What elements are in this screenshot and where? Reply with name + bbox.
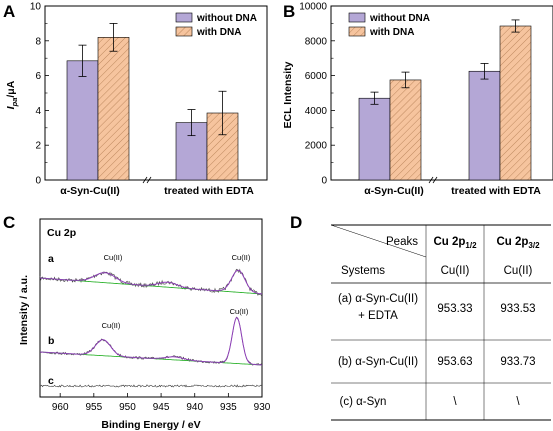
trace-c-raw-trace [39, 384, 263, 388]
table-row-b-value-1: 953.63 [437, 356, 472, 368]
x-tick-label: 960 [52, 402, 69, 413]
panel-b-legend-without: without DNA [369, 13, 430, 24]
table-row-a-value-1: 953.33 [437, 303, 472, 315]
table-col-header-cu2p-half: Cu 2p1/2 [433, 236, 477, 250]
y-tick-label: 0 [321, 176, 327, 187]
panel-a-y-axis-label: Ipa/μA [5, 80, 19, 109]
y-tick-label: 8000 [305, 36, 328, 47]
x-tick-label: 930 [254, 402, 271, 413]
panel-label-d: D [290, 213, 302, 232]
table-row-c-value-1: \ [453, 396, 457, 408]
panel-a-bar-chart: 0 2 4 6 8 10 Ipa/μA α-Syn-Cu(II) treated with… [5, 2, 268, 197]
table-row-a-name-line2: + EDTA [358, 310, 398, 322]
panel-a-legend-swatch-with [175, 26, 193, 37]
table-row-a-name: (a) α-Syn-Cu(II) [338, 293, 418, 305]
panel-label-b: B [283, 2, 295, 21]
y-tick-label: 6000 [305, 71, 328, 82]
x-tick-label: 950 [119, 402, 136, 413]
panel-a-category-label-1: α-Syn-Cu(II) [60, 185, 120, 197]
axis-break-mark [142, 176, 148, 184]
panel-label-c: C [3, 213, 15, 232]
trace-b-fit-curve [40, 317, 263, 366]
panel-b-legend-with: with DNA [369, 27, 414, 38]
table-row-c-name: (c) α-Syn [340, 396, 387, 408]
panel-a-category-label-2: treated with EDTA [164, 185, 254, 197]
trace-label-c: c [48, 375, 54, 387]
panel-b-bar-chart: 0 2000 4000 6000 8000 10000 ECL Intensity α-S… [282, 2, 553, 197]
y-tick-label: 0 [35, 176, 41, 187]
bar-with-dna [97, 37, 130, 181]
table-diagonal-rule [330, 224, 427, 258]
panel-b-legend-swatch-without [348, 12, 366, 23]
table-col-header-cu2p-three-half: Cu 2p3/2 [496, 236, 540, 250]
y-tick-label: 2000 [305, 141, 328, 152]
peak-label-b-2: Cu(II) [230, 307, 249, 316]
x-tick-label: 955 [85, 402, 102, 413]
trace-label-b: b [48, 335, 54, 347]
panel-a-legend-without: without DNA [196, 13, 257, 24]
table-header-systems: Systems [341, 265, 385, 277]
panel-c-y-axis-label: Intensity / a.u. [18, 275, 30, 345]
table-row-c-value-2: \ [516, 396, 520, 408]
trace-label-a: a [48, 253, 54, 265]
peak-label-a-2: Cu(II) [232, 253, 251, 262]
y-tick-label: 10 [30, 2, 42, 13]
peak-label-b-1: Cu(II) [102, 321, 121, 330]
panel-a-legend-with: with DNA [196, 27, 241, 38]
axis-break-mark [432, 176, 438, 184]
panel-b-y-axis-label: ECL Intensity [282, 61, 294, 128]
table-row-a-value-2: 933.53 [500, 303, 535, 315]
table-state-cell-2: Cu(II) [504, 265, 533, 277]
xps-peak-table: Peaks Systems Cu 2p1/2 Cu 2p3/2 Cu(II) C… [330, 224, 551, 421]
y-tick-label: 6 [35, 71, 41, 82]
panel-b-legend-swatch-with [348, 26, 366, 37]
panel-c-xps-spectrum: 960 955 950 945 940 935 930 Cu 2p Intensity / … [18, 218, 271, 431]
x-tick-label: 945 [153, 402, 170, 413]
panel-c-title: Cu 2p [47, 227, 76, 239]
peak-label-a-1: Cu(II) [104, 253, 123, 262]
table-state-cell-1: Cu(II) [441, 265, 470, 277]
y-tick-label: 4 [35, 106, 41, 117]
panel-label-a: A [3, 2, 15, 21]
y-tick-label: 2 [35, 141, 41, 152]
bar-without-dna [468, 70, 501, 181]
axis-break-mark [428, 176, 434, 184]
panel-a-legend-swatch-without [175, 12, 193, 23]
axis-break-mark [146, 176, 152, 184]
bar-without-dna [358, 97, 391, 181]
table-row-b-name: (b) α-Syn-Cu(II) [338, 356, 418, 368]
panel-b-category-label-2: treated with EDTA [451, 185, 541, 197]
x-tick-label: 935 [220, 402, 237, 413]
bar-without-dna [66, 60, 99, 181]
table-row-b-value-2: 933.73 [500, 356, 535, 368]
bar-with-dna [389, 79, 422, 181]
trace-a-fit-curve [39, 269, 263, 295]
y-tick-label: 8 [35, 36, 41, 47]
table-header-peaks: Peaks [386, 236, 418, 248]
y-tick-label: 4000 [305, 106, 328, 117]
y-tick-label: 10000 [299, 2, 327, 13]
trace-a-raw-trace [39, 268, 263, 297]
panel-c-x-axis-label: Binding Energy / eV [101, 419, 200, 431]
bar-with-dna [499, 25, 532, 181]
x-tick-label: 940 [186, 402, 203, 413]
panel-c-frame [39, 218, 263, 398]
panel-b-category-label-1: α-Syn-Cu(II) [364, 185, 424, 197]
